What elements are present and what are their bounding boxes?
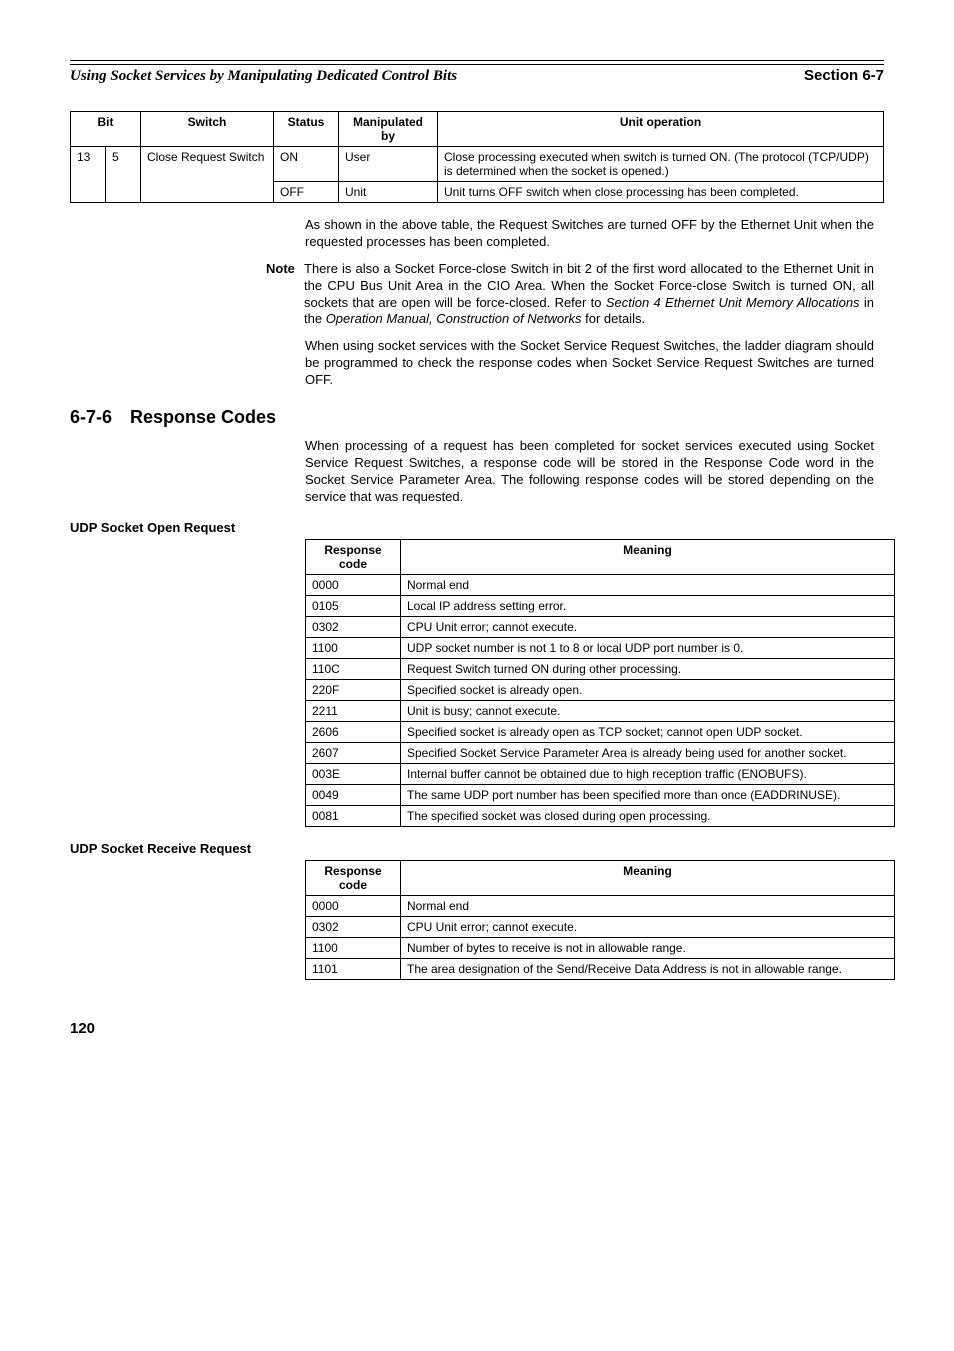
table-row: 0302CPU Unit error; cannot execute. [306, 616, 895, 637]
cell-code: 0000 [306, 895, 401, 916]
page-number: 120 [70, 1020, 884, 1037]
cell-code: 003E [306, 763, 401, 784]
table-row: 0000Normal end [306, 574, 895, 595]
table-row: 0049The same UDP port number has been sp… [306, 784, 895, 805]
th-meaning: Meaning [401, 860, 895, 895]
th-response-code: Response code [306, 860, 401, 895]
table-header-row: Response code Meaning [306, 860, 895, 895]
table-row: 0302CPU Unit error; cannot execute. [306, 916, 895, 937]
header-title-left: Using Socket Services by Manipulating De… [70, 68, 457, 85]
subheading-receive-request: UDP Socket Receive Request [70, 841, 884, 856]
th-status: Status [274, 112, 339, 147]
cell-code: 1100 [306, 637, 401, 658]
cell-switch: Close Request Switch [141, 147, 274, 203]
th-switch: Switch [141, 112, 274, 147]
cell-code: 110C [306, 658, 401, 679]
note-text-part: for details. [581, 311, 645, 326]
cell-status: OFF [274, 182, 339, 203]
cell-manip: Unit [339, 182, 438, 203]
cell-code: 2607 [306, 742, 401, 763]
table-row: 003EInternal buffer cannot be obtained d… [306, 763, 895, 784]
table-row: 1100UDP socket number is not 1 to 8 or l… [306, 637, 895, 658]
cell-manip: User [339, 147, 438, 182]
note-text-1: There is also a Socket Force-close Switc… [304, 261, 874, 329]
table-row: 0105Local IP address setting error. [306, 595, 895, 616]
cell-code: 2606 [306, 721, 401, 742]
cell-code: 0000 [306, 574, 401, 595]
cell-status: ON [274, 147, 339, 182]
header-rule [70, 60, 884, 65]
switch-table: Bit Switch Status Manipulated by Unit op… [70, 111, 884, 203]
cell-code: 2211 [306, 700, 401, 721]
cell-meaning: CPU Unit error; cannot execute. [401, 616, 895, 637]
cell-code: 1100 [306, 937, 401, 958]
note-label: Note [266, 261, 304, 329]
header-section-right: Section 6-7 [804, 67, 884, 84]
cell-op: Unit turns OFF switch when close process… [438, 182, 884, 203]
cell-meaning: Specified socket is already open. [401, 679, 895, 700]
table-row: 1101The area designation of the Send/Rec… [306, 958, 895, 979]
th-bit: Bit [71, 112, 141, 147]
th-manipulated: Manipulated by [339, 112, 438, 147]
page-header: Using Socket Services by Manipulating De… [70, 67, 884, 89]
cell-code: 0049 [306, 784, 401, 805]
th-unit-operation: Unit operation [438, 112, 884, 147]
cell-code: 0105 [306, 595, 401, 616]
cell-meaning: The same UDP port number has been specif… [401, 784, 895, 805]
note-italic: Operation Manual, Construction of Networ… [326, 311, 582, 326]
table-row: 0000Normal end [306, 895, 895, 916]
cell-code: 0302 [306, 916, 401, 937]
cell-meaning: Internal buffer cannot be obtained due t… [401, 763, 895, 784]
cell-bit-a: 13 [71, 147, 106, 203]
cell-meaning: Normal end [401, 895, 895, 916]
cell-meaning: CPU Unit error; cannot execute. [401, 916, 895, 937]
cell-op: Close processing executed when switch is… [438, 147, 884, 182]
cell-meaning: Unit is busy; cannot execute. [401, 700, 895, 721]
cell-meaning: Normal end [401, 574, 895, 595]
table-row: 2211Unit is busy; cannot execute. [306, 700, 895, 721]
th-response-code: Response code [306, 539, 401, 574]
cell-meaning: Specified Socket Service Parameter Area … [401, 742, 895, 763]
table-row: 110CRequest Switch turned ON during othe… [306, 658, 895, 679]
table-row: 220FSpecified socket is already open. [306, 679, 895, 700]
table-row: 13 5 Close Request Switch ON User Close … [71, 147, 884, 182]
table-row: 2607Specified Socket Service Parameter A… [306, 742, 895, 763]
cell-meaning: Specified socket is already open as TCP … [401, 721, 895, 742]
cell-bit-b: 5 [106, 147, 141, 203]
cell-meaning: The specified socket was closed during o… [401, 805, 895, 826]
cell-meaning: The area designation of the Send/Receive… [401, 958, 895, 979]
cell-code: 220F [306, 679, 401, 700]
cell-code: 0081 [306, 805, 401, 826]
cell-meaning: Number of bytes to receive is not in all… [401, 937, 895, 958]
table-header-row: Bit Switch Status Manipulated by Unit op… [71, 112, 884, 147]
note-block: Note There is also a Socket Force-close … [266, 261, 874, 329]
table-header-row: Response code Meaning [306, 539, 895, 574]
cell-code: 0302 [306, 616, 401, 637]
cell-meaning: Local IP address setting error. [401, 595, 895, 616]
cell-meaning: UDP socket number is not 1 to 8 or local… [401, 637, 895, 658]
note-italic: Section 4 Ethernet Unit Memory Allocatio… [606, 295, 860, 310]
section-body: When processing of a request has been co… [305, 438, 874, 506]
response-table-receive: Response code Meaning 0000Normal end 030… [305, 860, 895, 980]
th-meaning: Meaning [401, 539, 895, 574]
table-row: 1100Number of bytes to receive is not in… [306, 937, 895, 958]
para-intro: As shown in the above table, the Request… [305, 217, 874, 251]
table-row: 2606Specified socket is already open as … [306, 721, 895, 742]
response-table-open: Response code Meaning 0000Normal end 010… [305, 539, 895, 827]
cell-meaning: Request Switch turned ON during other pr… [401, 658, 895, 679]
section-heading: 6-7-6 Response Codes [70, 407, 884, 428]
note-text-2: When using socket services with the Sock… [305, 338, 874, 389]
subheading-open-request: UDP Socket Open Request [70, 520, 884, 535]
cell-code: 1101 [306, 958, 401, 979]
table-row: 0081The specified socket was closed duri… [306, 805, 895, 826]
